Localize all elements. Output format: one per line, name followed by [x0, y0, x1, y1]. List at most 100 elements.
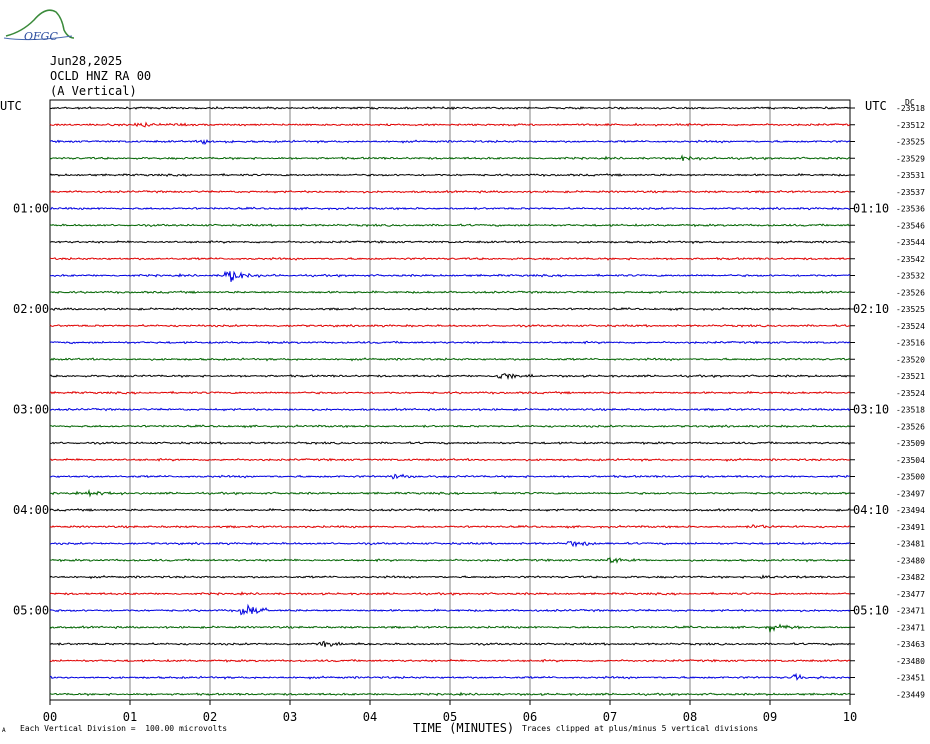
- trace-row-27: [49, 556, 851, 564]
- dc-offset-label: -23526: [896, 422, 925, 431]
- trace-row-31: [49, 623, 851, 633]
- dc-offset-label: -23449: [896, 690, 925, 699]
- dc-offset-label: -23518: [896, 104, 925, 113]
- trace-row-22: [49, 473, 851, 480]
- trace-row-11: [49, 290, 851, 295]
- dc-units-label: DC: [905, 98, 915, 107]
- trace-row-23: [49, 488, 851, 498]
- x-tick-label: 07: [603, 710, 617, 724]
- clip-note: Traces clipped at plus/minus 5 vertical …: [522, 724, 759, 733]
- x-tick-label: 04: [363, 710, 377, 724]
- dc-offset-label: -23542: [896, 255, 925, 264]
- logo-text: OFGC: [24, 30, 58, 43]
- trace-row-35: [49, 691, 851, 697]
- right-utc-title: UTC: [865, 99, 887, 113]
- right-hour-label: 03:10: [853, 403, 889, 417]
- dc-offset-label: -23537: [896, 188, 925, 197]
- dc-offset-label: -23516: [896, 339, 925, 348]
- dc-offset-label: -23481: [896, 540, 925, 549]
- trace-row-0: [49, 105, 851, 111]
- station-code: OCLD HNZ RA 00: [50, 69, 152, 83]
- trace-row-29: [49, 591, 851, 596]
- trace-row-2: [49, 139, 851, 145]
- dc-offset-label: -23494: [896, 506, 925, 515]
- grid-lines: [49, 99, 855, 705]
- trace-row-10: [49, 270, 851, 282]
- x-tick-label: 10: [843, 710, 857, 724]
- trace-row-20: [49, 440, 851, 445]
- trace-row-32: [49, 640, 851, 648]
- right-hour-label: 01:10: [853, 202, 889, 216]
- dc-offset-label: -23504: [896, 456, 925, 465]
- dc-offset-label: -23477: [896, 590, 925, 599]
- left-utc-title: UTC: [0, 99, 22, 113]
- division-note: Each Vertical Division = 100.00 microvol…: [20, 724, 228, 733]
- left-hour-label: 01:00: [13, 202, 49, 216]
- dc-offset-label: -23531: [896, 171, 925, 180]
- trace-row-25: [49, 524, 851, 529]
- dc-offset-label: -23480: [896, 556, 925, 565]
- dc-offset-label: -23480: [896, 657, 925, 666]
- dc-offset-label: -23544: [896, 238, 925, 247]
- dc-offset-label: -23471: [896, 623, 925, 632]
- dc-offset-label: -23491: [896, 523, 925, 532]
- trace-row-19: [49, 424, 851, 429]
- left-hour-label: 04:00: [13, 503, 49, 517]
- dc-offset-label: -23524: [896, 322, 925, 331]
- trace-row-34: [49, 672, 851, 681]
- dc-offset-label: -23509: [896, 439, 925, 448]
- dc-offset-label: -23520: [896, 355, 925, 364]
- trace-row-6: [49, 206, 851, 211]
- dc-offset-label: -23526: [896, 288, 925, 297]
- dc-offset-label: -23471: [896, 607, 925, 616]
- right-hour-label: 02:10: [853, 302, 889, 316]
- chart-date: Jun28,2025: [50, 54, 123, 68]
- trace-row-16: [49, 373, 851, 380]
- trace-row-17: [49, 390, 851, 395]
- dc-offset-label: -23524: [896, 389, 925, 398]
- left-hour-label: 03:00: [13, 403, 49, 417]
- dc-offset-label: -23546: [896, 221, 925, 230]
- trace-row-1: [49, 121, 851, 128]
- trace-row-14: [49, 340, 851, 345]
- trace-row-7: [49, 223, 851, 228]
- logo-underline: [3, 35, 73, 41]
- component-label: (A Vertical): [50, 84, 137, 98]
- trace-row-33: [49, 658, 851, 663]
- x-tick-label: 01: [123, 710, 137, 724]
- ofgc-logo: OFGC: [3, 9, 75, 43]
- dc-offset-label: -23536: [896, 205, 925, 214]
- right-hour-label: 04:10: [853, 503, 889, 517]
- trace-row-18: [49, 407, 851, 412]
- footer-marker: A: [2, 727, 6, 734]
- x-tick-label: 02: [203, 710, 217, 724]
- dc-offset-label: -23521: [896, 372, 925, 381]
- dc-offset-label: -23451: [896, 674, 925, 683]
- trace-row-21: [49, 457, 851, 462]
- dc-offset-label: -23482: [896, 573, 925, 582]
- left-hour-label: 05:00: [13, 604, 49, 618]
- trace-row-4: [49, 172, 851, 178]
- x-axis-title: TIME (MINUTES): [413, 721, 515, 735]
- dc-offset-label: -23497: [896, 489, 925, 498]
- trace-row-26: [49, 540, 851, 548]
- dc-offset-label: -23512: [896, 121, 925, 130]
- dc-offset-label: -23532: [896, 272, 925, 281]
- axis-labels: 00 01 02 03 04 05 06 07 08 09 10 -23518 -23512 -23525…: [13, 98, 925, 724]
- seismic-traces: [49, 105, 851, 697]
- x-tick-label: 05: [443, 710, 457, 724]
- left-hour-label: 02:00: [13, 302, 49, 316]
- x-tick-label: 00: [43, 710, 57, 724]
- trace-row-12: [49, 306, 851, 312]
- trace-row-15: [49, 357, 851, 362]
- trace-row-24: [49, 507, 851, 512]
- x-tick-label: 03: [283, 710, 297, 724]
- dc-offset-label: -23525: [896, 138, 925, 147]
- trace-row-30: [49, 603, 851, 616]
- x-tick-label: 06: [523, 710, 537, 724]
- trace-row-28: [49, 574, 851, 580]
- dc-offset-label: -23525: [896, 305, 925, 314]
- x-tick-label: 08: [683, 710, 697, 724]
- dc-offset-label: -23463: [896, 640, 925, 649]
